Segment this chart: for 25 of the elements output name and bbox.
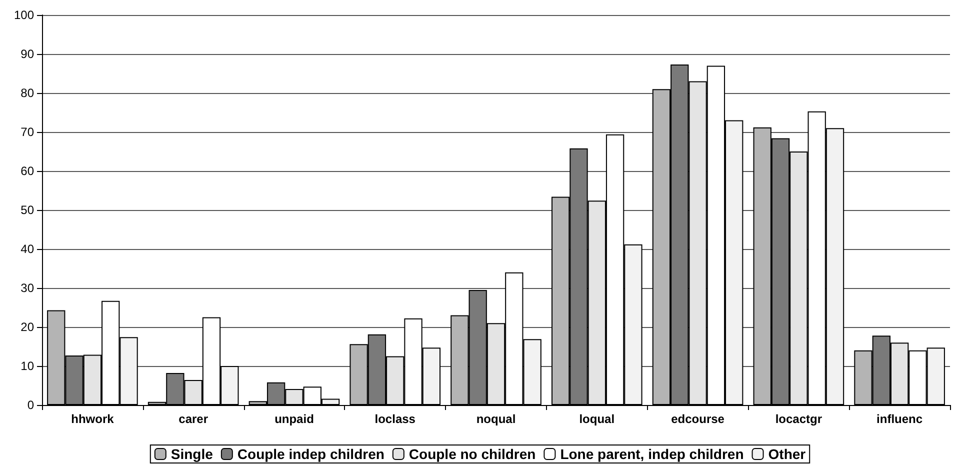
legend-label: Other [768, 446, 806, 462]
x-tick-label: unpaid [274, 412, 314, 426]
x-tick-label: carer [178, 412, 208, 426]
y-tick-label: 10 [20, 359, 34, 373]
y-tick-label: 60 [20, 164, 34, 178]
legend-label: Lone parent, indep children [560, 446, 744, 462]
x-tick-label: influenc [876, 412, 923, 426]
legend-label: Single [170, 446, 214, 462]
x-tick-label: hhwork [71, 412, 114, 426]
legend-label: Couple indep children [237, 446, 384, 462]
x-tick-label: locactgr [775, 412, 822, 426]
y-tick-label: 0 [27, 398, 34, 412]
y-tick-label: 90 [20, 47, 34, 61]
y-tick-label: 100 [14, 8, 34, 22]
x-tick-label: noqual [476, 412, 516, 426]
y-tick-label: 40 [20, 242, 34, 256]
y-tick-label: 50 [20, 203, 34, 217]
legend-label: Couple no children [408, 446, 536, 462]
x-tick-label: edcourse [671, 412, 725, 426]
y-tick-label: 20 [20, 320, 34, 334]
x-tick-label: loqual [579, 412, 615, 426]
y-tick-label: 30 [20, 281, 34, 295]
y-tick-label: 80 [20, 86, 34, 100]
y-tick-label: 70 [20, 125, 34, 139]
x-tick-label: loclass [374, 412, 416, 426]
